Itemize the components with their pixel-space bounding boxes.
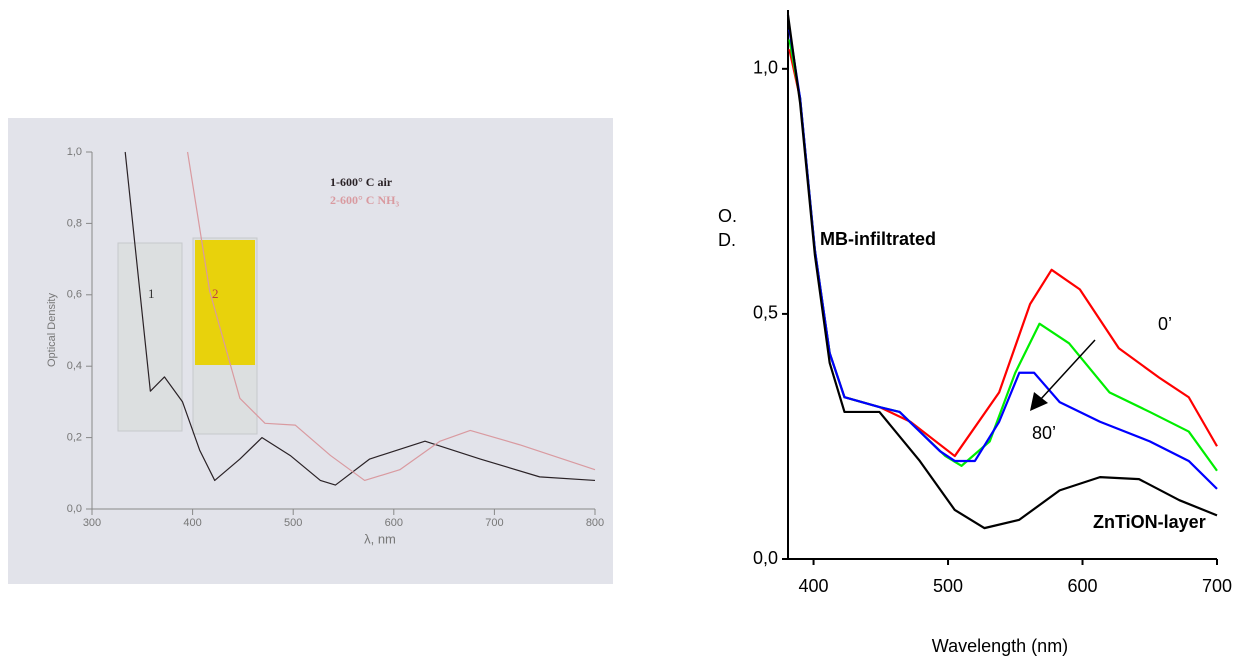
data-line <box>788 39 1218 472</box>
y-tick-label: 1,0 <box>67 146 82 158</box>
y-tick-label: 0,5 <box>753 303 778 323</box>
x-tick-label: 700 <box>485 517 503 529</box>
annotation: 80’ <box>1032 423 1056 443</box>
x-tick-label: 400 <box>183 517 201 529</box>
left-chart: 0,0 0,2 0,4 0,6 0,8 1,0 300 400 500 600 700 800 Opti… <box>46 146 604 547</box>
data-line <box>186 151 596 482</box>
x-tick-label: 800 <box>586 517 604 529</box>
legend-entry: 2-600° C NH₃ <box>330 193 399 207</box>
x-axis-label: Wavelength (nm) <box>932 636 1068 656</box>
y-tick-label: 0,8 <box>67 217 82 229</box>
annotation: MB-infiltrated <box>820 229 936 249</box>
y-tick-label: 0,0 <box>753 548 778 568</box>
x-tick-label: 700 <box>1202 576 1232 596</box>
x-tick-label: 300 <box>83 517 101 529</box>
y-tick-label: 1,0 <box>753 58 778 78</box>
y-axis-label: Optical Density <box>46 293 58 367</box>
x-axis-label: λ, nm <box>364 531 396 546</box>
legend-entry: 1-600° C air <box>330 175 393 189</box>
right-chart: 0,0 0,5 1,0 400 500 600 700 Wavelength (nm) MB-i… <box>753 10 1232 656</box>
y-tick-label: 0,0 <box>67 503 82 515</box>
photo-background <box>8 118 613 584</box>
annotation: 0’ <box>1158 314 1172 334</box>
y-tick-label: 0,6 <box>67 289 82 301</box>
x-tick-label: 600 <box>385 517 403 529</box>
annotation: 2 <box>212 286 219 301</box>
x-tick-label: 500 <box>933 576 963 596</box>
glass-slide <box>117 242 183 432</box>
data-line <box>786 14 1218 530</box>
data-line <box>124 151 596 486</box>
y-tick-label: 0,2 <box>67 432 82 444</box>
x-tick-label: 400 <box>799 576 829 596</box>
data-line <box>788 48 1218 458</box>
annotation: ZnTiON-layer <box>1093 512 1206 532</box>
x-tick-label: 600 <box>1067 576 1097 596</box>
data-line <box>788 29 1218 490</box>
arrow <box>1039 339 1096 401</box>
y-axis-label: O. D. <box>718 206 738 250</box>
annotation: 1 <box>148 286 155 301</box>
x-tick-label: 500 <box>284 517 302 529</box>
arrow-head <box>1030 392 1048 411</box>
y-tick-label: 0,4 <box>67 360 82 372</box>
